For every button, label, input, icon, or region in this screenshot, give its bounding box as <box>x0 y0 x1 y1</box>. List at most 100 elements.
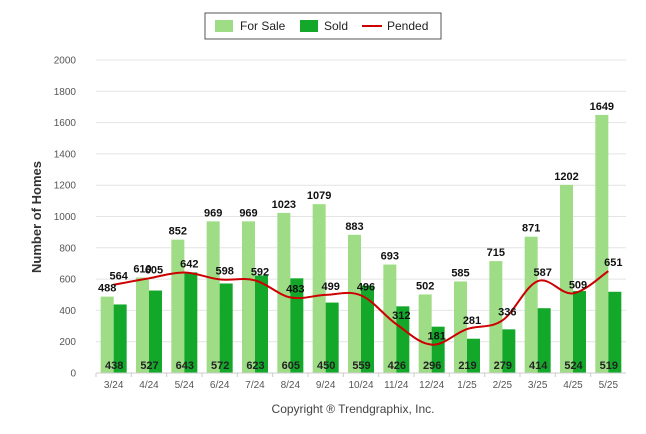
sold-value-label: 605 <box>282 360 300 372</box>
sold-value-label: 296 <box>423 360 441 372</box>
pended-value-label: 642 <box>180 259 198 271</box>
pended-value-label: 181 <box>427 331 445 343</box>
sold-bar <box>361 285 374 373</box>
sold-bar <box>537 308 551 373</box>
pended-value-label: 281 <box>463 315 481 327</box>
for-sale-value-label: 1079 <box>307 190 331 202</box>
pended-value-label: 509 <box>569 279 587 291</box>
for-sale-value-label: 1649 <box>590 101 614 113</box>
for-sale-bar <box>348 234 361 373</box>
x-tick-label: 5/24 <box>175 380 195 391</box>
for-sale-bar <box>595 114 609 373</box>
y-axis: 0 200 400 600 800 1000 1200 1400 1600 1800 2000 <box>54 56 77 380</box>
legend-label-for-sale: For Sale <box>240 19 286 33</box>
for-sale-value-label: 502 <box>416 280 434 292</box>
for-sale-value-label: 693 <box>381 251 399 263</box>
sold-bar <box>290 278 304 373</box>
for-sale-value-label: 715 <box>487 247 505 259</box>
y-tick-label: 0 <box>70 369 76 380</box>
pended-value-label: 483 <box>286 283 304 295</box>
sold-value-label: 414 <box>529 360 548 372</box>
sold-value-label: 643 <box>176 360 194 372</box>
for-sale-bar <box>136 277 149 373</box>
y-tick-label: 600 <box>59 275 76 286</box>
sold-bar <box>396 306 410 373</box>
y-tick-label: 2000 <box>54 56 77 67</box>
legend-swatch-sold <box>300 20 318 32</box>
sold-value-label: 524 <box>564 360 583 372</box>
y-tick-label: 1600 <box>54 118 77 129</box>
for-sale-value-label: 488 <box>98 283 116 295</box>
pended-value-label: 499 <box>321 281 339 293</box>
sold-bar <box>431 326 445 373</box>
y-tick-label: 800 <box>59 243 76 254</box>
y-tick-label: 400 <box>59 306 76 317</box>
pended-value-label: 564 <box>109 271 128 283</box>
for-sale-bar <box>524 236 538 373</box>
for-sale-bar <box>242 221 255 373</box>
for-sale-value-label: 852 <box>169 226 187 238</box>
x-tick-label: 2/25 <box>493 380 513 391</box>
x-axis: 3/24 4/24 5/24 6/24 7/24 8/24 9/24 10/24 11/24 12… <box>95 372 626 391</box>
legend-box <box>204 12 442 40</box>
x-tick-label: 12/24 <box>419 380 444 391</box>
pended-value-label: 496 <box>357 281 375 293</box>
for-sale-bar <box>100 296 114 373</box>
for-sale-bar <box>206 221 220 373</box>
pended-value-label: 312 <box>392 310 410 322</box>
pended-value-label: 336 <box>498 306 516 318</box>
for-sale-bar <box>277 212 291 373</box>
pended-value-label: 587 <box>533 267 551 279</box>
x-tick-label: 4/25 <box>563 380 583 391</box>
sold-bar <box>149 290 162 373</box>
x-tick-label: 3/25 <box>528 380 548 391</box>
pended-value-label: 592 <box>251 266 269 278</box>
for-sale-value-label: 969 <box>239 207 257 219</box>
for-sale-bar <box>454 281 467 373</box>
y-tick-label: 1200 <box>54 181 77 192</box>
sold-bar <box>573 290 586 373</box>
sold-bar <box>325 302 339 373</box>
for-sale-value-label: 610 <box>133 264 151 276</box>
pended-line <box>113 270 609 346</box>
x-tick-label: 3/24 <box>104 380 124 391</box>
y-tick-label: 1000 <box>54 212 77 223</box>
sold-value-label: 279 <box>494 360 512 372</box>
data-labels: 488 438 564 610 527 605 852 643 642 969 572 598 969 6… <box>98 101 623 372</box>
pended-value-label: 605 <box>145 264 163 276</box>
sold-value-label: 559 <box>352 360 370 372</box>
x-tick-label: 1/25 <box>457 380 477 391</box>
sold-value-label: 572 <box>211 360 229 372</box>
x-tick-label: 7/24 <box>245 380 265 391</box>
copyright: Copyright ® Trendgraphix, Inc. <box>272 402 435 416</box>
for-sale-bar <box>489 261 503 373</box>
for-sale-value-label: 585 <box>451 267 469 279</box>
x-tick-label: 9/24 <box>316 380 336 391</box>
for-sale-bar <box>312 204 326 373</box>
sold-value-label: 623 <box>246 360 264 372</box>
legend-label-pended: Pended <box>387 19 428 33</box>
sold-value-label: 527 <box>140 360 158 372</box>
sold-bar <box>184 272 198 373</box>
y-tick-label: 200 <box>59 337 76 348</box>
bars <box>100 114 622 373</box>
x-tick-label: 8/24 <box>281 380 301 391</box>
for-sale-bar <box>560 184 573 373</box>
sold-value-label: 219 <box>458 360 476 372</box>
x-tick-label: 5/25 <box>599 380 619 391</box>
for-sale-value-label: 1202 <box>554 171 578 183</box>
y-axis-label: Number of Homes <box>29 161 44 273</box>
x-tick-label: 6/24 <box>210 380 230 391</box>
legend-label-sold: Sold <box>324 19 348 33</box>
sold-value-label: 426 <box>388 360 406 372</box>
y-tick-label: 1400 <box>54 149 77 160</box>
y-tick-label: 1800 <box>54 87 77 98</box>
pended-value-label: 598 <box>215 265 233 277</box>
legend-swatch-for-sale <box>215 20 233 32</box>
for-sale-value-label: 871 <box>522 223 540 235</box>
for-sale-value-label: 883 <box>345 221 363 233</box>
x-tick-label: 10/24 <box>348 380 373 391</box>
sold-value-label: 450 <box>317 360 335 372</box>
x-tick-label: 4/24 <box>139 380 159 391</box>
